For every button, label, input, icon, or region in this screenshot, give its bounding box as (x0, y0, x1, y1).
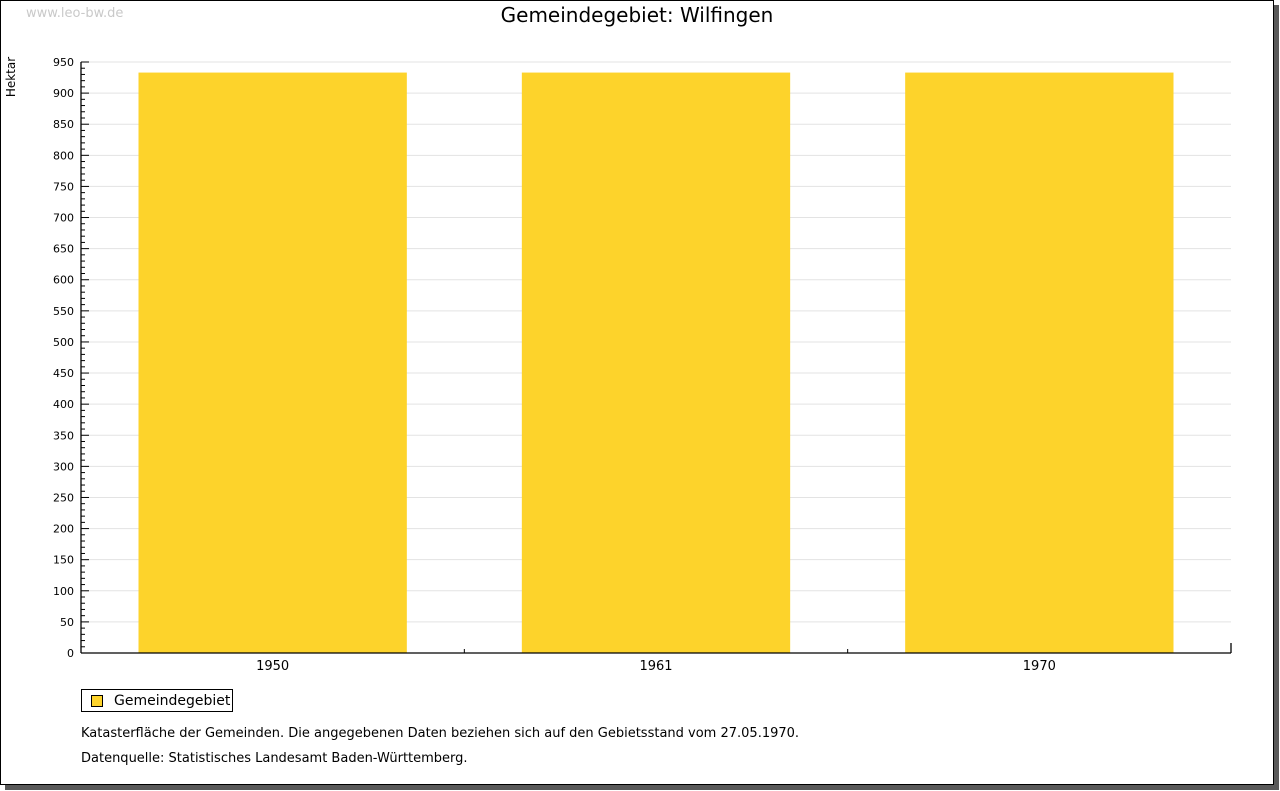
x-ticks (463, 649, 849, 653)
y-tick-label: 850 (53, 118, 74, 131)
bar-1961 (521, 72, 791, 653)
y-axis-tick-labels: 0 50 100 150 200 250 300 350 400 450 500 550 600 650 7… (53, 56, 74, 660)
y-tick-label: 200 (53, 523, 74, 536)
y-tick-label: 350 (53, 429, 74, 442)
y-tick-label: 400 (53, 398, 74, 411)
y-axis-title-text: Hektar (4, 57, 18, 97)
legend-box: Gemeindegebiet (81, 689, 233, 712)
x-category-label-1970: 1970 (1023, 659, 1056, 674)
y-tick-label: 300 (53, 460, 74, 473)
y-tick-label: 50 (60, 616, 74, 629)
y-tick-label: 550 (53, 305, 74, 318)
y-tick-label: 650 (53, 243, 74, 256)
watermark: www.leo-bw.de (26, 6, 124, 21)
x-category-label-1950: 1950 (256, 659, 289, 674)
y-axis-title: Hektar (4, 57, 18, 97)
y-tick-label: 0 (67, 647, 74, 660)
y-tick-label: 900 (53, 87, 74, 100)
y-tick-label: 600 (53, 274, 74, 287)
y-tick-label: 750 (53, 180, 74, 193)
bar-chart-plot: 0 50 100 150 200 250 300 350 400 450 500 550 600 650 7… (4, 56, 1232, 674)
chart-title: Gemeindegebiet: Wilfingen (500, 3, 774, 27)
bar-1970 (905, 72, 1174, 653)
footnote-line-2: Datenquelle: Statistisches Landesamt Bad… (81, 751, 468, 766)
footnote-line-1: Katasterfläche der Gemeinden. Die angege… (81, 726, 800, 741)
y-ticks (81, 61, 89, 654)
bars (138, 72, 1174, 653)
y-tick-label: 800 (53, 149, 74, 162)
y-tick-label: 150 (53, 554, 74, 567)
legend-color-swatch (91, 694, 103, 707)
y-tick-label: 500 (53, 336, 74, 349)
legend-label: Gemeindegebiet (114, 692, 231, 709)
axes (80, 62, 1232, 654)
y-tick-label: 100 (53, 585, 74, 598)
x-axis-category-labels: 1950 1961 1970 (256, 659, 1056, 674)
x-category-label-1961: 1961 (639, 659, 672, 674)
y-tick-label: 950 (53, 56, 74, 69)
bar-1950 (138, 72, 407, 653)
y-tick-label: 700 (53, 212, 74, 225)
y-tick-label: 450 (53, 367, 74, 380)
y-tick-label: 250 (53, 491, 74, 504)
